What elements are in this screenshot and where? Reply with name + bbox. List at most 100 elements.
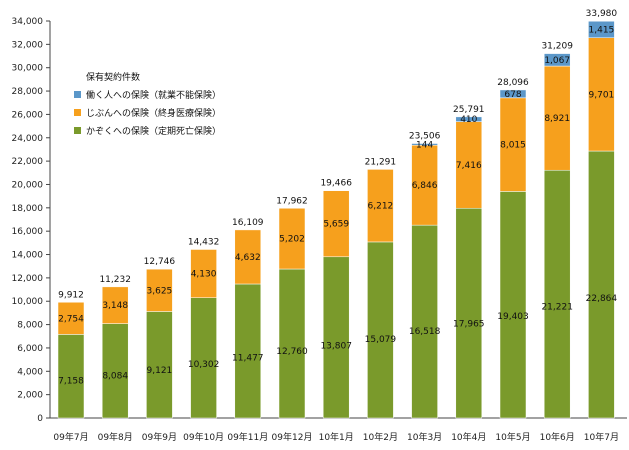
y-tick-label: 24,000 [12,134,44,144]
bar-segment [146,268,173,312]
data-label: 8,084 [102,372,128,382]
bar-segment [57,334,85,419]
legend-entry: 働く人への保険（就業不能保険） [86,89,221,101]
data-label: 7,416 [456,161,482,171]
legend-swatch [74,91,81,98]
data-label: 3,625 [147,286,173,296]
bar-segment [588,20,615,39]
bar-segment [322,256,350,419]
bar-segment [411,143,438,146]
total-label: 31,209 [541,42,573,52]
bar-segment [499,191,527,419]
data-label: 8,921 [544,114,570,124]
total-label: 25,791 [453,105,485,115]
data-label: 2,754 [58,314,84,324]
bar-segment [57,302,85,335]
data-label: 1,067 [544,56,570,66]
bar-segment [322,190,350,258]
y-tick-label: 2,000 [17,391,43,401]
x-tick-label: 10年5月 [495,431,530,443]
data-label: 15,079 [365,335,397,345]
y-tick-label: 4,000 [17,367,43,377]
total-label: 12,746 [144,257,176,267]
x-tick-label: 09年12月 [272,431,313,443]
y-tick-label: 20,000 [12,180,44,190]
data-label: 7,158 [58,376,84,386]
bar-segment [278,208,306,270]
bar-segment [101,323,129,419]
total-label: 19,466 [320,179,352,189]
bar-segment [101,286,129,324]
bar-segment [234,229,262,285]
data-label: 8,015 [500,141,526,151]
data-label: 5,202 [279,235,305,245]
data-label: 21,221 [541,302,573,312]
data-label: 19,403 [497,312,529,322]
y-tick-label: 6,000 [17,344,43,354]
bar-segment [543,169,571,419]
data-label: 17,965 [453,320,485,330]
total-label: 23,506 [409,132,441,142]
bar-segment [499,97,527,192]
y-tick-label: 22,000 [12,157,44,167]
bar-segment [588,150,615,419]
bar-segment [411,144,438,226]
legend-entry: じぶんへの保険（終身医療保険） [86,107,221,119]
data-label: 13,807 [320,341,352,351]
bar-segment [543,65,571,171]
data-label: 9,121 [147,366,173,376]
data-label: 4,130 [191,270,217,280]
x-tick-label: 09年11月 [227,431,268,443]
total-label: 11,232 [99,275,131,285]
x-tick-label: 10年6月 [540,431,575,443]
total-label: 28,096 [497,78,529,88]
y-tick-label: 26,000 [12,110,44,120]
y-tick-label: 12,000 [12,274,44,284]
x-tick-label: 10年3月 [407,431,442,443]
data-label: 10,302 [188,360,220,370]
data-label: 22,864 [586,294,618,304]
data-label: 4,632 [235,253,261,263]
total-label: 9,912 [58,290,84,300]
bar-segment [499,89,527,99]
legend-entry: かぞくへの保険（定期死亡保険） [86,125,221,137]
bar-segment [190,249,217,298]
data-label: 5,659 [323,220,349,230]
bar-segment [278,268,306,419]
y-tick-label: 14,000 [12,251,44,261]
bar-segment [543,53,571,67]
data-label: 6,212 [368,202,394,212]
data-label: 678 [504,90,521,100]
y-tick-label: 34,000 [12,17,44,27]
data-label: 16,518 [409,327,441,337]
bar-segment [367,241,394,419]
legend-title: 保有契約件数 [86,71,140,83]
x-tick-label: 10年1月 [319,431,354,443]
data-label: 1,415 [589,25,615,35]
data-label: 3,148 [102,301,128,311]
data-label: 144 [416,140,433,150]
y-tick-label: 0 [37,414,43,424]
legend-swatch [74,127,81,134]
y-tick-label: 8,000 [17,321,43,331]
legend-swatch [74,109,81,116]
data-label: 9,701 [589,90,615,100]
bar-segment [190,297,217,419]
bar-segment [455,121,483,209]
bar-segment [588,37,615,152]
data-label: 12,760 [276,347,308,357]
y-tick-label: 32,000 [12,40,44,50]
bar-segment [455,116,483,122]
y-tick-label: 28,000 [12,87,44,97]
total-label: 33,980 [586,9,618,19]
y-tick-label: 16,000 [12,227,44,237]
total-label: 17,962 [276,196,308,206]
bar-segment [367,169,394,243]
bar-segment [146,311,173,419]
total-label: 16,109 [232,218,264,228]
bar-segment [455,207,483,419]
data-label: 6,846 [412,181,438,191]
y-tick-label: 10,000 [12,297,44,307]
